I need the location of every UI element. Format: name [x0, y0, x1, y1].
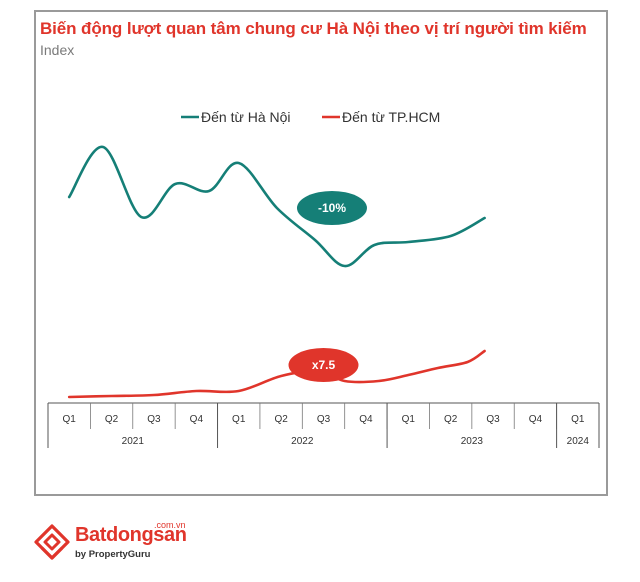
- legend-label-hanoi: Đến từ Hà Nội: [201, 109, 291, 125]
- series-line-0: [67, 145, 486, 268]
- chart-title: Biến động lượt quan tâm chung cư Hà Nội …: [40, 19, 587, 38]
- chart-subtitle: Index: [40, 42, 75, 58]
- x-tick-label: Q3: [317, 414, 331, 425]
- logo-mark-icon: [34, 524, 70, 560]
- series-lines: [67, 145, 486, 399]
- x-tick-label: Q3: [486, 414, 500, 425]
- x-tick-label: Q2: [274, 414, 288, 425]
- annotation-bubbles: -10% x7.5: [288, 191, 367, 382]
- batdongsan-logo: Batdongsan .com.vn by PropertyGuru: [34, 520, 204, 570]
- annotation-label-0: -10%: [318, 201, 346, 215]
- x-tick-label: Q4: [529, 414, 543, 425]
- x-tick-label: Q3: [147, 414, 161, 425]
- x-tick-label: Q1: [63, 414, 77, 425]
- x-tick-label: Q2: [105, 414, 119, 425]
- x-tick-label: Q1: [232, 414, 246, 425]
- x-tick-label: Q4: [359, 414, 373, 425]
- logo-domain: .com.vn: [154, 520, 186, 530]
- annotation-bubble-1: [288, 348, 359, 382]
- x-axis: Q1 Q2 Q3 Q4 Q1 Q2 Q3 Q4 Q1 Q2 Q3 Q4 Q1 2021 2022 2023 20…: [47, 402, 600, 448]
- chart-frame: [34, 10, 608, 496]
- legend-label-hcm: Đến từ TP.HCM: [342, 109, 440, 125]
- x-tick-label: Q1: [402, 414, 416, 425]
- logo-tagline: by PropertyGuru: [75, 549, 151, 560]
- x-year-label: 2024: [567, 436, 590, 447]
- logo-wordmark: Batdongsan: [75, 524, 187, 546]
- x-tick-label: Q4: [190, 414, 204, 425]
- x-year-label: 2021: [122, 436, 145, 447]
- annotation-label-1: x7.5: [312, 358, 336, 372]
- series-line-1: [67, 349, 486, 399]
- x-tick-label: Q1: [571, 414, 585, 425]
- x-year-label: 2022: [291, 436, 314, 447]
- x-year-label: 2023: [461, 436, 484, 447]
- chart-legend: Đến từ Hà Nội Đến từ TP.HCM: [181, 109, 440, 125]
- x-tick-label: Q2: [444, 414, 458, 425]
- annotation-bubble-0: [296, 191, 367, 225]
